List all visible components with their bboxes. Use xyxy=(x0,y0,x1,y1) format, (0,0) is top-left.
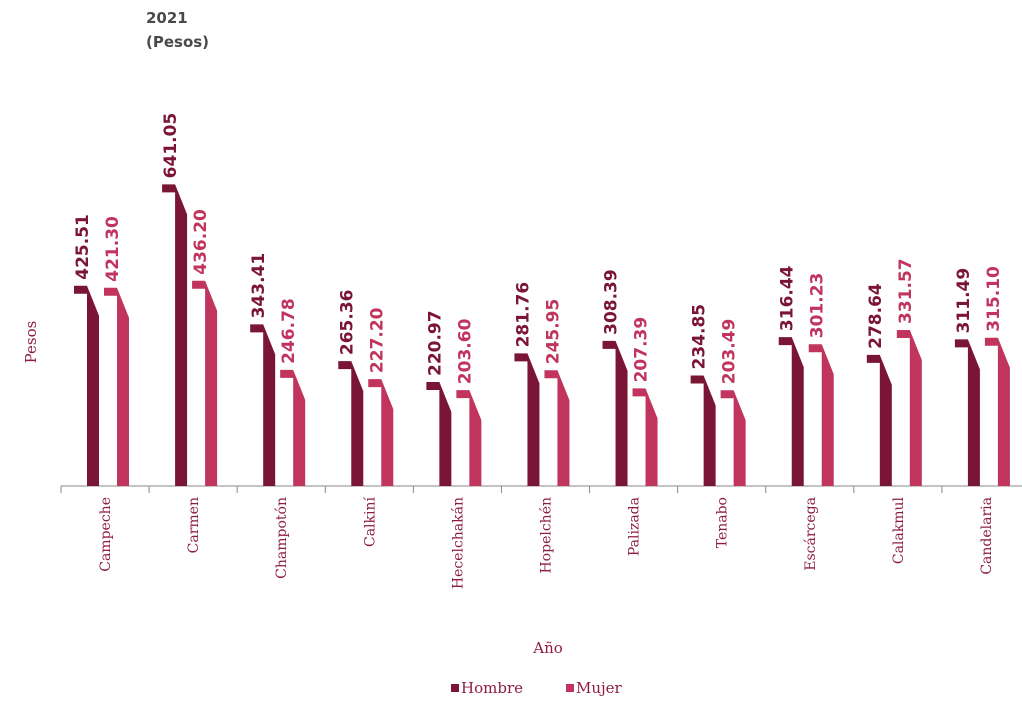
data-label-hombre: 265.36 xyxy=(337,290,357,356)
bar-mujer xyxy=(544,370,570,486)
bar-mujer xyxy=(984,337,1010,486)
data-label-hombre: 278.64 xyxy=(866,283,886,349)
bar-mujer xyxy=(456,390,482,486)
data-label-mujer: 245.95 xyxy=(543,299,563,365)
x-tick-label: Campeche xyxy=(98,497,114,572)
data-label-hombre: 281.76 xyxy=(513,282,533,348)
data-label-mujer: 331.57 xyxy=(896,258,916,324)
bar-hombre xyxy=(602,340,628,486)
data-label-mujer: 315.10 xyxy=(984,266,1004,332)
bar-mujer xyxy=(720,390,746,486)
data-label-mujer: 421.30 xyxy=(103,216,123,282)
data-label-mujer: 207.39 xyxy=(632,317,652,383)
chart-title-year: 2021 xyxy=(146,9,188,27)
x-tick-label: Calakmul xyxy=(891,496,907,564)
bar-mujer xyxy=(280,369,306,486)
x-tick-label: Hopelchén xyxy=(539,497,555,574)
data-label-hombre: 425.51 xyxy=(73,214,93,280)
x-tick-label: Champotón xyxy=(274,497,290,579)
bar-hombre xyxy=(338,361,364,486)
data-label-hombre: 641.05 xyxy=(161,113,181,179)
bar-mujer xyxy=(368,379,394,486)
bar-hombre xyxy=(954,339,980,486)
data-label-hombre: 308.39 xyxy=(602,269,622,335)
data-label-mujer: 246.78 xyxy=(279,298,299,364)
bar-hombre xyxy=(250,324,276,486)
x-tick-label: Carmen xyxy=(186,497,202,553)
bar-hombre xyxy=(426,382,452,486)
legend-swatch-mujer xyxy=(566,684,574,692)
bar-hombre xyxy=(690,375,716,486)
bar-mujer xyxy=(808,344,834,486)
data-label-mujer: 203.60 xyxy=(455,318,475,384)
bar-hombre xyxy=(778,337,804,486)
bar-hombre xyxy=(866,354,892,486)
bar-mujer xyxy=(104,287,129,486)
data-label-hombre: 316.44 xyxy=(778,265,798,331)
bar-hombre xyxy=(162,184,188,486)
bar-hombre xyxy=(74,285,99,486)
x-tick-label: Escárcega xyxy=(803,497,819,571)
legend-label-hombre: Hombre xyxy=(461,679,523,697)
data-label-mujer: 436.20 xyxy=(191,209,211,275)
x-tick-label: Hecelchakán xyxy=(450,497,466,589)
chart-title-unit: (Pesos) xyxy=(146,33,210,51)
bar-mujer xyxy=(632,388,658,486)
x-axis-title: Año xyxy=(532,639,563,657)
bar-hombre xyxy=(514,353,540,486)
legend: Hombre Mujer xyxy=(451,679,623,697)
data-label-hombre: 234.85 xyxy=(690,304,710,370)
data-label-mujer: 301.23 xyxy=(808,273,828,339)
y-axis-title: Pesos xyxy=(22,321,40,364)
x-tick-label: Tenabo xyxy=(715,497,731,548)
x-tick-label: Calkiní xyxy=(362,496,378,547)
x-tick-label: Candelaria xyxy=(979,497,995,575)
bar-mujer xyxy=(192,280,218,486)
x-tick-label: Palizada xyxy=(627,497,643,556)
data-label-hombre: 343.41 xyxy=(249,253,269,319)
data-label-hombre: 311.49 xyxy=(954,268,974,334)
legend-label-mujer: Mujer xyxy=(576,679,623,697)
bar-mujer xyxy=(896,329,922,486)
data-label-mujer: 203.49 xyxy=(720,319,740,385)
legend-swatch-hombre xyxy=(451,684,459,692)
data-label-hombre: 220.97 xyxy=(425,310,445,376)
chart-marks: 425.51 421.30 Campeche 641.05 436.20 Carmen 34… xyxy=(60,113,1022,589)
data-label-mujer: 227.20 xyxy=(367,307,387,373)
